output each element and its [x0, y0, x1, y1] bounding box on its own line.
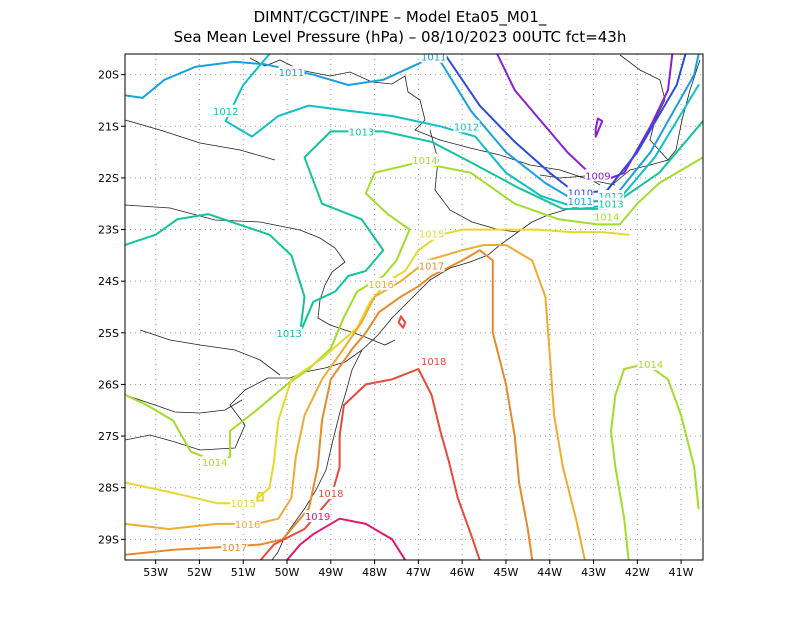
x-tick-label: 45W: [494, 566, 519, 579]
isobar-label-bg: [348, 125, 375, 138]
isobar-label-bg: [453, 120, 480, 133]
isobar-1018: [397, 315, 407, 329]
isobar-label-1013: 1013: [598, 200, 623, 211]
isobar-label-1011: 1011: [568, 197, 593, 208]
isobar-label-1010: 1010: [568, 188, 593, 199]
isobar-label-bg: [276, 326, 303, 339]
isobar-label-1018: 1018: [318, 489, 343, 500]
x-tick-label: 42W: [625, 566, 650, 579]
isobar-label-1016: 1016: [235, 520, 260, 531]
x-tick-label: 48W: [362, 566, 387, 579]
y-tick-label: 29S: [98, 533, 119, 546]
isobar-label-1012: 1012: [454, 122, 479, 133]
isobar-1013: [299, 120, 703, 334]
isobar-1018: [259, 368, 481, 560]
isobar-label-bg: [230, 497, 257, 510]
isobar-label-1013: 1013: [349, 127, 374, 138]
isobar-label-layer: 1009101010111011101110121012101210131013…: [201, 53, 664, 554]
isobar-label-1014: 1014: [594, 213, 619, 224]
isobar-1015: [255, 491, 264, 502]
isobar-label-1019: 1019: [305, 512, 330, 523]
x-tick-label: 43W: [581, 566, 606, 579]
isobar-1009: [594, 117, 604, 138]
y-tick-label: 27S: [98, 430, 119, 443]
x-tick-label: 46W: [450, 566, 475, 579]
isobar-label-1012: 1012: [213, 107, 238, 118]
x-axis: 53W 52W 51W 50W 49W 48W 47W 46W 45W 44W 43W 42W 41W: [143, 560, 694, 579]
isobar-label-bg: [221, 541, 248, 554]
isobar-1016: [125, 244, 586, 560]
isobar-1019: [286, 517, 407, 560]
isobar-label-bg: [411, 153, 438, 166]
isobar-label-bg: [234, 517, 261, 530]
x-tick-label: 49W: [318, 566, 343, 579]
x-tick-label: 44W: [537, 566, 562, 579]
x-tick-label: 51W: [231, 566, 256, 579]
isobar-label-1009: 1009: [585, 171, 610, 182]
isobar-label-bg: [598, 197, 625, 210]
plot-frame: [124, 53, 704, 561]
isobar-label-bg: [368, 277, 395, 290]
isobar-1011: [125, 54, 433, 99]
isobar-label-bg: [420, 54, 447, 63]
isobar-label-bg: [420, 355, 447, 368]
isobar-1014: [610, 362, 700, 560]
state-border: [125, 119, 276, 161]
isobar-1012: [224, 54, 700, 210]
isobar-label-1017: 1017: [419, 262, 444, 273]
isobar-label-1013: 1013: [276, 329, 301, 340]
state-border: [125, 394, 243, 414]
isobar-layer: [125, 54, 703, 560]
y-tick-label: 26S: [98, 378, 119, 391]
x-tick-label: 53W: [143, 566, 168, 579]
isobar-label-1014: 1014: [638, 360, 663, 371]
isobar-label-bg: [418, 259, 445, 272]
isobar-label-1016: 1016: [368, 280, 393, 291]
y-tick-label: 25S: [98, 327, 119, 340]
isobar-label-1018: 1018: [421, 357, 446, 368]
isobar-label-bg: [278, 66, 305, 79]
state-border: [619, 54, 669, 161]
y-axis: 20S 21S 22S 23S 24S 25S 26S 27S 28S 29S: [98, 69, 125, 546]
state-border: [125, 349, 363, 451]
state-border: [139, 329, 281, 376]
y-tick-label: 24S: [98, 275, 119, 288]
y-tick-label: 20S: [98, 69, 119, 82]
isobar-label-bg: [637, 357, 664, 370]
isobar-1015: [125, 228, 630, 505]
x-tick-label: 52W: [187, 566, 212, 579]
chart-title: DIMNT/CGCT/INPE – Model Eta05_M01_: [254, 8, 547, 27]
isobar-label-bg: [304, 510, 331, 523]
chart-subtitle: Sea Mean Level Pressure (hPa) – 08/10/20…: [174, 28, 627, 46]
isobar-label-1015: 1015: [231, 499, 256, 510]
y-tick-label: 21S: [98, 120, 119, 133]
isobar-label-bg: [201, 455, 228, 468]
isobar-label-bg: [593, 210, 620, 223]
coastline-and-borders: [125, 54, 701, 560]
grid-lines: [125, 54, 703, 560]
state-border: [125, 204, 396, 346]
isobar-label-bg: [317, 486, 344, 499]
y-tick-label: 22S: [98, 172, 119, 185]
x-tick-label: 50W: [275, 566, 300, 579]
isobar-label-1014: 1014: [412, 156, 437, 167]
x-tick-label: 47W: [406, 566, 431, 579]
isobar-label-1012: 1012: [598, 192, 623, 203]
state-border: [249, 57, 616, 186]
isobar-1013: [125, 213, 306, 334]
x-tick-label: 41W: [669, 566, 694, 579]
y-tick-label: 28S: [98, 482, 119, 495]
y-tick-label: 23S: [98, 224, 119, 237]
isobar-label-1014: 1014: [202, 458, 227, 469]
isobar-label-bg: [212, 104, 239, 117]
isobar-label-1011: 1011: [279, 68, 304, 79]
coastline: [271, 59, 701, 560]
isobar-label-bg: [584, 169, 611, 182]
isobar-label-bg: [567, 195, 594, 208]
isobar-label-1017: 1017: [222, 543, 247, 554]
isobar-label-1011: 1011: [421, 53, 446, 64]
isobar-label-1015: 1015: [419, 230, 444, 241]
isobar-label-bg: [418, 227, 445, 240]
